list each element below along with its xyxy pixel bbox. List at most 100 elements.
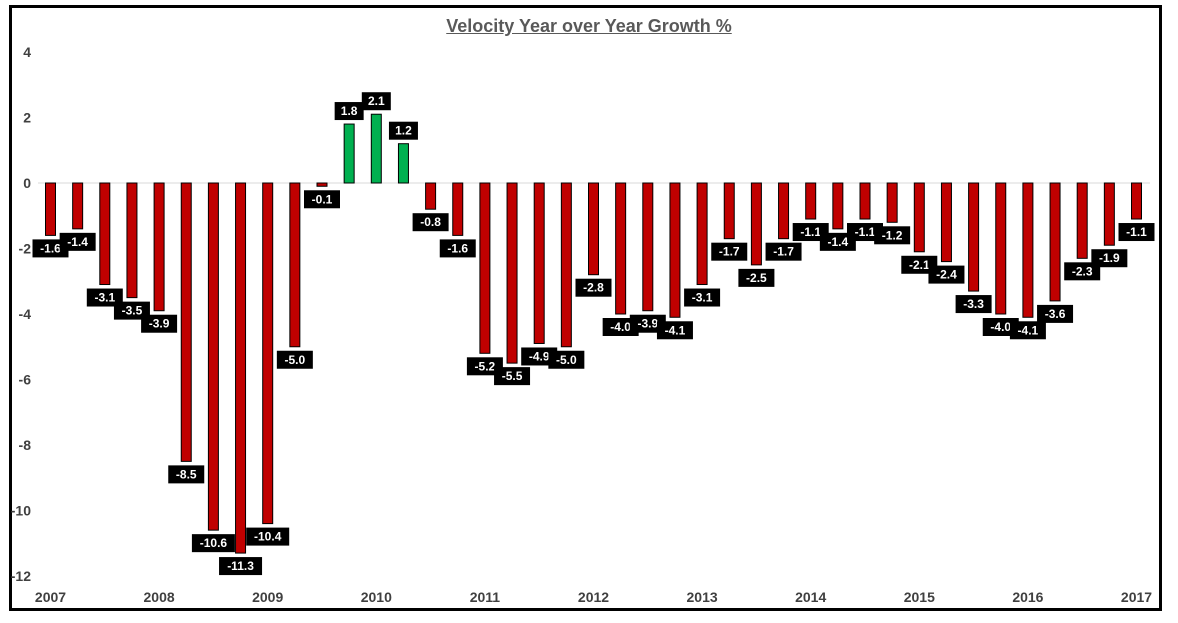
bar <box>262 182 274 525</box>
data-label: -1.4 <box>828 235 849 249</box>
data-label: -3.1 <box>94 291 115 305</box>
y-tick-label: 4 <box>23 44 31 60</box>
data-label-box <box>874 226 911 245</box>
data-label: 1.2 <box>395 124 412 138</box>
data-label: -2.1 <box>909 258 930 272</box>
data-label: -5.2 <box>475 359 496 373</box>
data-label-box <box>466 357 503 376</box>
bar <box>805 182 817 220</box>
data-label-box <box>191 534 235 553</box>
bar <box>72 182 84 230</box>
data-label-box <box>1037 304 1074 323</box>
x-tick-label: 2017 <box>1121 589 1152 605</box>
bar <box>126 182 138 299</box>
x-tick-label: 2014 <box>795 589 826 605</box>
data-label: -4.1 <box>665 323 686 337</box>
x-tick-label: 2012 <box>578 589 609 605</box>
bar <box>479 182 491 354</box>
bar <box>696 182 708 286</box>
data-label-box <box>388 121 418 140</box>
bar <box>778 182 790 240</box>
bar <box>452 182 464 236</box>
bar <box>669 182 681 318</box>
bar <box>153 182 165 312</box>
data-label-box <box>59 232 96 251</box>
data-label-box <box>711 242 748 261</box>
data-label: -5.5 <box>502 369 523 383</box>
data-label-box <box>113 301 150 320</box>
bar <box>1076 182 1088 259</box>
data-label: -3.3 <box>963 297 984 311</box>
data-label: -2.3 <box>1072 264 1093 278</box>
bar <box>968 182 980 292</box>
x-tick-label: 2007 <box>35 589 66 605</box>
data-label: -10.6 <box>200 536 228 550</box>
data-label-box <box>276 350 313 369</box>
bar <box>723 182 735 240</box>
data-label: -1.6 <box>447 241 468 255</box>
data-label-box <box>575 278 612 297</box>
data-label-box <box>1009 321 1046 340</box>
data-label: -3.5 <box>122 304 143 318</box>
data-label: -2.5 <box>746 271 767 285</box>
x-tick-label: 2016 <box>1012 589 1043 605</box>
bar <box>397 143 409 184</box>
data-label-box <box>602 318 639 336</box>
data-label-box <box>494 367 531 386</box>
x-tick-label: 2015 <box>904 589 935 605</box>
data-label: -4.1 <box>1018 323 1039 337</box>
y-tick-label: 0 <box>23 175 31 191</box>
data-label: -1.7 <box>719 245 740 259</box>
data-label: -2.4 <box>936 268 957 282</box>
bar <box>316 182 328 187</box>
data-label-box <box>792 223 829 242</box>
x-tick-label: 2009 <box>252 589 283 605</box>
data-label-box <box>246 527 290 546</box>
y-tick-label: -12 <box>11 568 31 584</box>
y-tick-label: -10 <box>11 503 31 519</box>
bar <box>506 182 518 364</box>
data-label: 1.8 <box>341 104 358 118</box>
bar <box>750 182 762 266</box>
y-tick-label: 2 <box>23 110 31 126</box>
data-label-box <box>32 239 69 258</box>
bar <box>370 113 382 184</box>
data-label: -0.8 <box>420 215 441 229</box>
bar <box>1103 182 1115 246</box>
data-label-box <box>304 190 340 209</box>
bar <box>45 182 56 236</box>
bar <box>343 123 355 184</box>
bar <box>1022 182 1034 318</box>
data-label-box <box>1064 262 1101 281</box>
data-label: -1.2 <box>882 228 903 242</box>
data-label-box <box>656 321 693 340</box>
data-label: -8.5 <box>176 467 197 481</box>
data-label: -1.7 <box>773 245 794 259</box>
data-label-box <box>765 242 802 261</box>
bar <box>425 182 437 210</box>
x-tick-label: 2008 <box>144 589 175 605</box>
y-tick-label: -6 <box>19 372 32 388</box>
data-label: -5.0 <box>556 353 577 367</box>
data-label-box <box>439 239 476 258</box>
bar <box>913 182 925 253</box>
data-label: -10.4 <box>254 530 282 544</box>
data-label: -1.4 <box>67 235 88 249</box>
data-label-box <box>334 102 364 121</box>
data-label-box <box>86 288 123 307</box>
x-tick-label: 2010 <box>361 589 392 605</box>
data-label: 2.1 <box>368 94 385 108</box>
bar <box>886 182 898 223</box>
bar <box>1131 182 1142 220</box>
bar <box>995 182 1007 315</box>
bar <box>940 182 952 263</box>
data-label-box <box>141 314 178 333</box>
chart-title: Velocity Year over Year Growth % <box>446 16 732 36</box>
bar <box>533 182 545 344</box>
data-label: -5.0 <box>285 353 306 367</box>
data-label: -3.1 <box>692 291 713 305</box>
data-label-box <box>982 318 1019 336</box>
data-label-box <box>738 268 775 287</box>
y-tick-label: -4 <box>19 306 32 322</box>
data-label: -4.0 <box>990 320 1011 334</box>
